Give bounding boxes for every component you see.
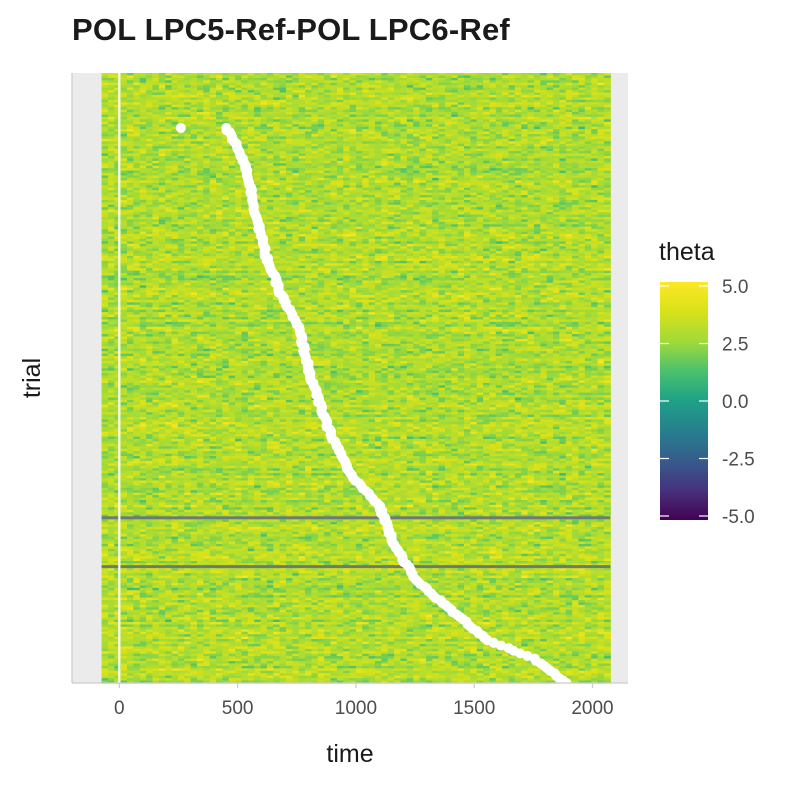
heatmap-cells — [102, 73, 611, 684]
